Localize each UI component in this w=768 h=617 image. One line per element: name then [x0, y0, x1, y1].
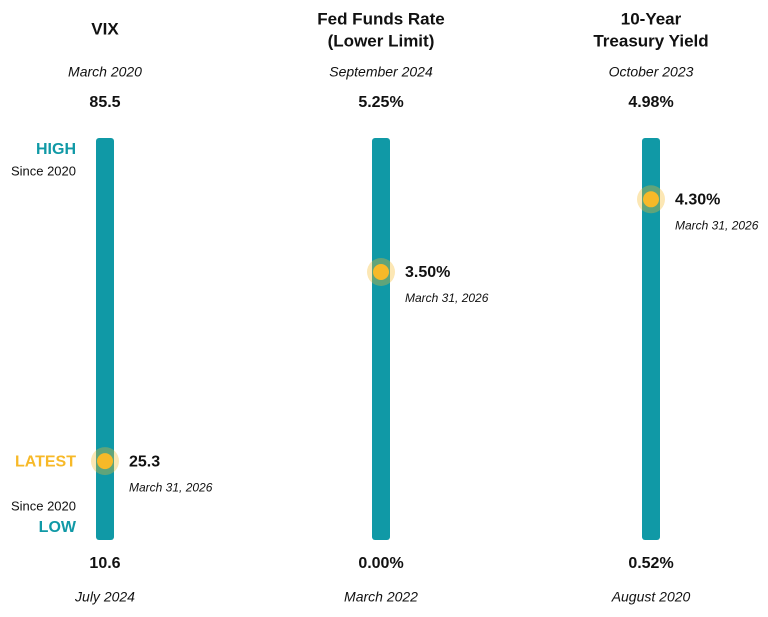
latest-marker [373, 264, 389, 280]
latest-marker [643, 191, 659, 208]
high-date: September 2024 [329, 64, 433, 80]
range-bar [372, 138, 390, 540]
panel-title: (Lower Limit) [328, 31, 435, 50]
high-label: HIGH [36, 141, 76, 158]
low-note: Since 2020 [11, 498, 76, 513]
low-date: July 2024 [74, 589, 135, 605]
panel-title: Fed Funds Rate [317, 9, 445, 28]
latest-label: LATEST [15, 453, 76, 470]
range-bar [96, 138, 114, 540]
high-date: March 2020 [68, 64, 142, 80]
range-bar [642, 138, 660, 540]
high-date: October 2023 [609, 64, 694, 80]
low-date: March 2022 [344, 589, 418, 605]
latest-date: March 31, 2026 [675, 218, 759, 232]
panel-title: 10-Year [621, 9, 682, 28]
high-value: 4.98% [628, 94, 673, 111]
latest-date: March 31, 2026 [405, 291, 489, 305]
low-value: 10.6 [89, 555, 120, 572]
low-value: 0.52% [628, 555, 673, 572]
high-value: 5.25% [358, 94, 403, 111]
panel-title: Treasury Yield [593, 31, 708, 50]
panel-title: VIX [91, 19, 119, 38]
low-date: August 2020 [611, 589, 691, 605]
latest-marker [97, 453, 113, 470]
latest-date: March 31, 2026 [129, 480, 213, 494]
latest-value: 25.3 [129, 453, 160, 470]
latest-value: 3.50% [405, 264, 450, 281]
low-label: LOW [39, 519, 77, 536]
high-note: Since 2020 [11, 163, 76, 178]
low-value: 0.00% [358, 555, 403, 572]
high-value: 85.5 [89, 94, 120, 111]
latest-value: 4.30% [675, 192, 720, 209]
